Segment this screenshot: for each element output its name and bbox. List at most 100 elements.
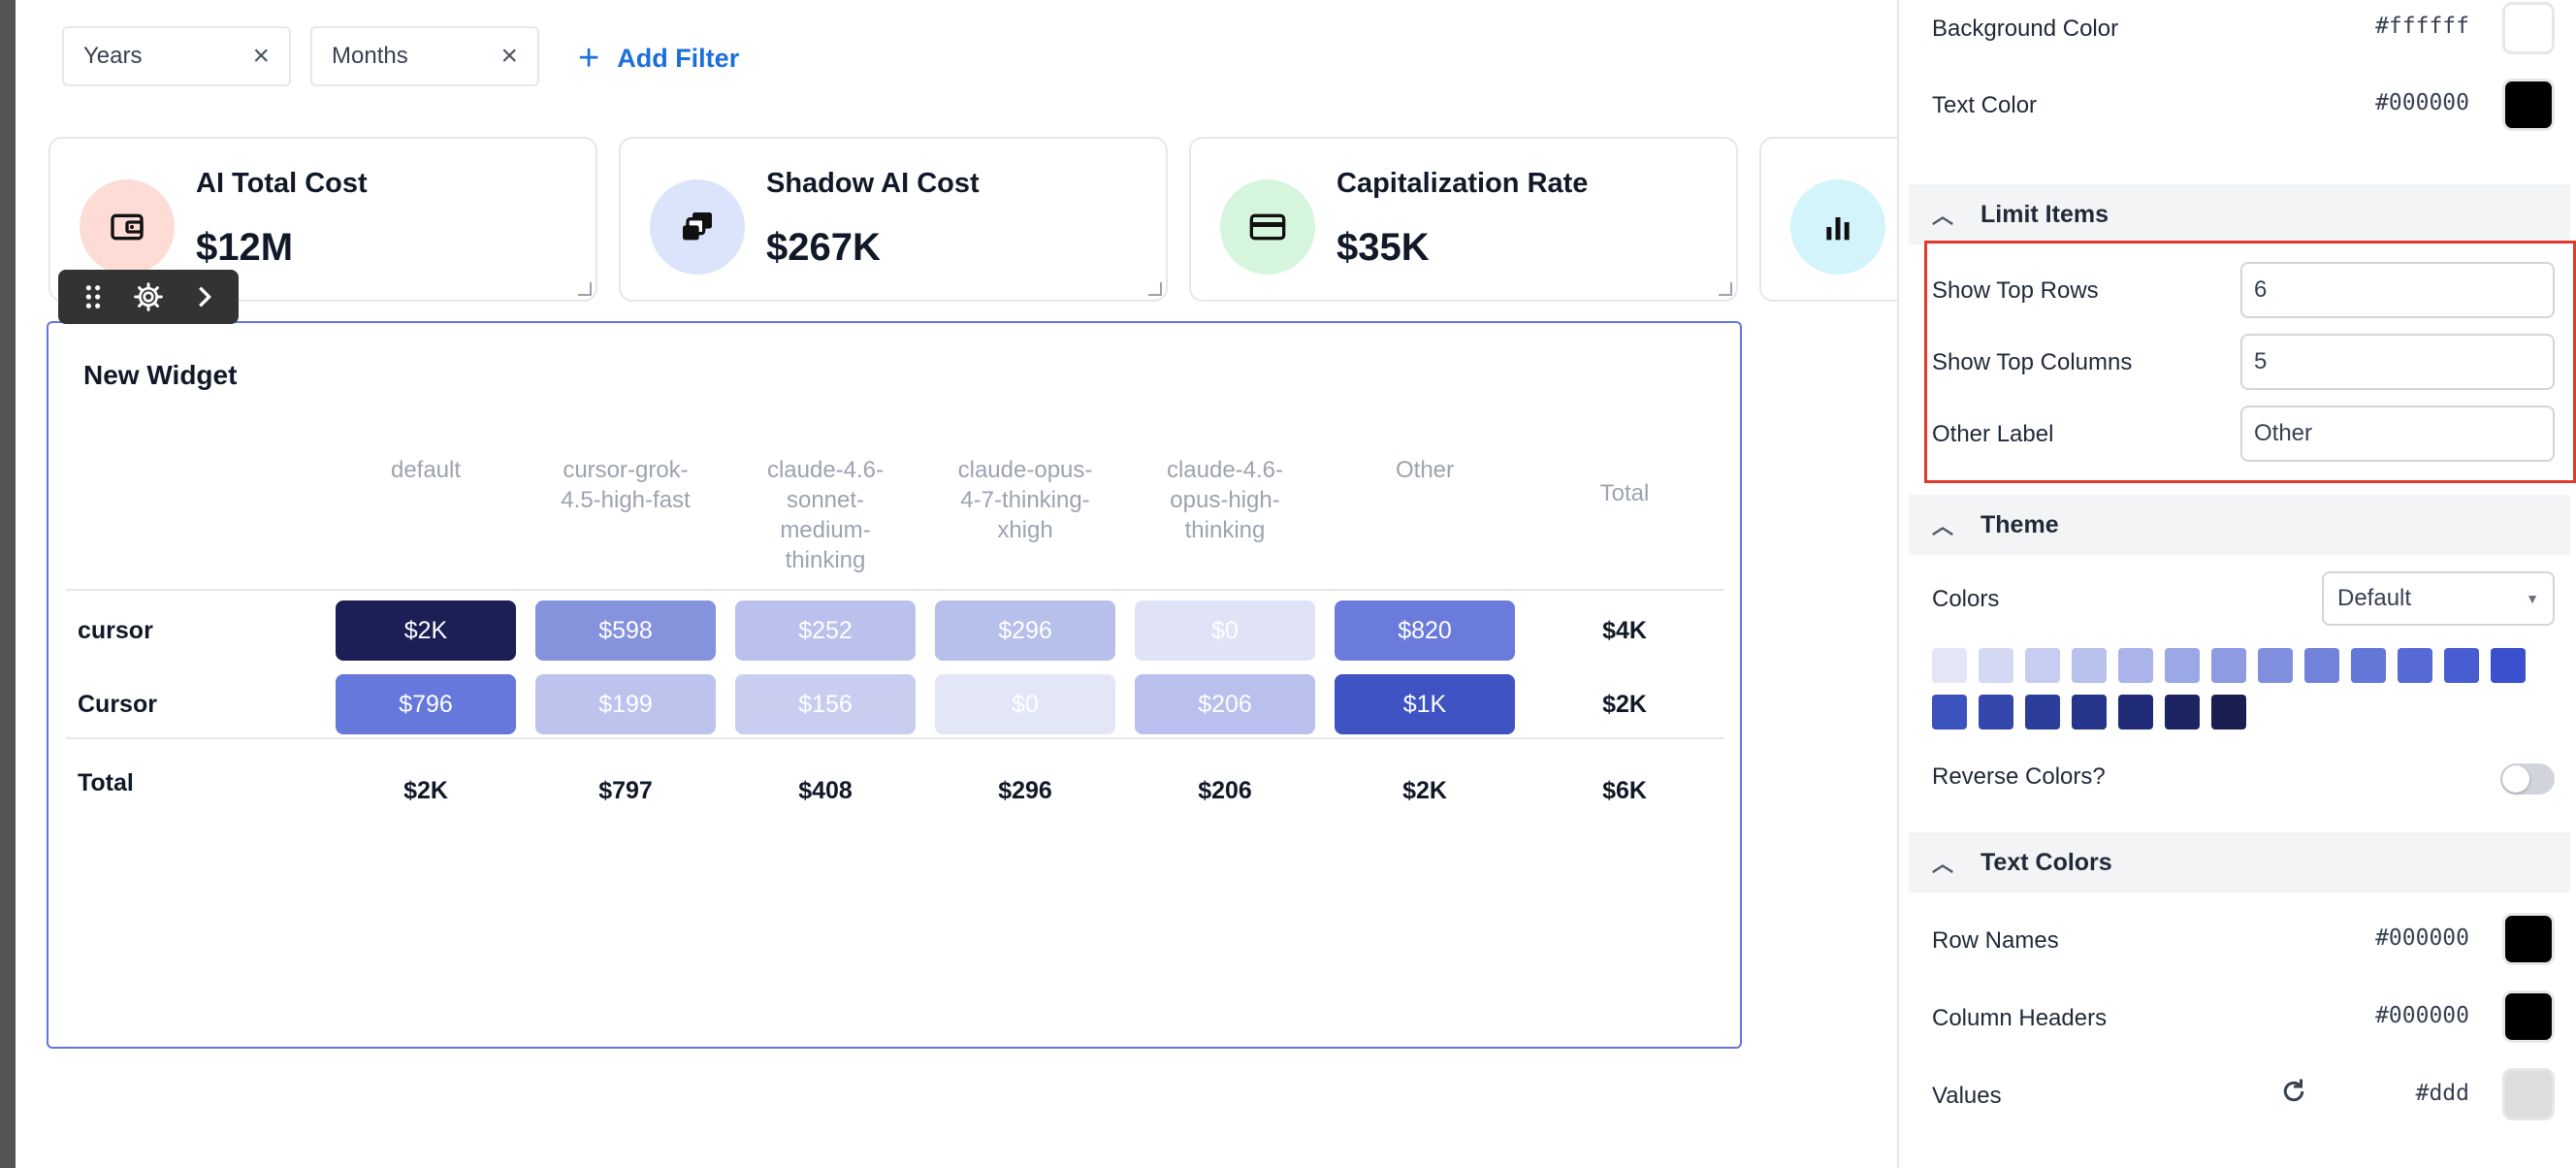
total-row-name: Total <box>78 769 134 796</box>
palette-swatch[interactable] <box>2351 648 2386 683</box>
bar-chart-icon <box>1790 179 1885 275</box>
palette-swatch[interactable] <box>2165 695 2200 730</box>
palette-swatch[interactable] <box>2025 695 2060 730</box>
colors-select[interactable]: Default ▼ <box>2322 571 2555 626</box>
filter-label: Years <box>83 43 143 69</box>
section-text-colors[interactable]: ︿ Text Colors <box>1909 832 2570 892</box>
show-top-rows-label: Show Top Rows <box>1932 277 2099 304</box>
palette-swatch[interactable] <box>2072 695 2107 730</box>
column-header: default <box>336 455 516 485</box>
text-color-hex[interactable]: #000000 <box>2375 90 2469 115</box>
heatmap-cell[interactable]: $156 <box>735 674 916 734</box>
column-headers-hex[interactable]: #000000 <box>2375 1003 2469 1028</box>
reverse-colors-label: Reverse Colors? <box>1932 763 2106 790</box>
palette-swatch[interactable] <box>1979 695 2013 730</box>
section-title: Text Colors <box>1980 848 2112 876</box>
column-header-line: Other <box>1395 457 1455 483</box>
other-label-input[interactable]: Other <box>2240 406 2555 462</box>
column-header: cursor-grok- 4.5-high-fast <box>535 455 716 515</box>
kpi-card-partial[interactable] <box>1759 137 1897 302</box>
palette-swatch[interactable] <box>2258 648 2293 683</box>
dashboard-canvas: Years × Months × + Add Filter AI Total C… <box>16 0 1897 1168</box>
kpi-title: Capitalization Rate <box>1336 168 1589 199</box>
heatmap-cell[interactable]: $252 <box>735 600 916 661</box>
section-limit-items[interactable]: ︿ Limit Items <box>1909 184 2570 244</box>
filter-chip-years[interactable]: Years × <box>62 26 291 86</box>
drag-handle-icon[interactable] <box>82 284 104 309</box>
show-top-columns-input[interactable]: 5 <box>2240 334 2555 390</box>
pivot-heatmap-widget[interactable]: New Widget default cursor-grok- 4.5-high-f… <box>47 321 1742 1049</box>
chevron-up-icon: ︿ <box>1932 204 1954 228</box>
palette-swatch[interactable] <box>2491 648 2526 683</box>
widget-toolbar <box>58 270 239 324</box>
heatmap-cell[interactable]: $0 <box>935 674 1115 734</box>
add-filter-label: Add Filter <box>617 43 740 73</box>
plus-icon: + <box>578 38 600 79</box>
kpi-card-capitalization-rate[interactable]: Capitalization Rate $35K <box>1189 137 1738 302</box>
kpi-value: $35K <box>1336 226 1430 269</box>
palette-swatch[interactable] <box>2118 648 2153 683</box>
close-icon[interactable]: × <box>252 40 270 72</box>
show-top-rows-input[interactable]: 6 <box>2240 262 2555 318</box>
chevron-right-icon[interactable] <box>193 284 214 309</box>
column-headers-swatch[interactable] <box>2502 990 2555 1043</box>
column-total: $408 <box>798 777 853 804</box>
palette-swatch[interactable] <box>2025 648 2060 683</box>
colors-label: Colors <box>1932 586 2000 612</box>
reverse-colors-toggle[interactable] <box>2500 763 2555 795</box>
palette-swatch[interactable] <box>1932 695 1967 730</box>
close-icon[interactable]: × <box>500 40 518 72</box>
add-filter-button[interactable]: + Add Filter <box>578 39 739 78</box>
palette-swatch[interactable] <box>2118 695 2153 730</box>
column-header-line: claude-opus- <box>957 457 1093 483</box>
heatmap-cell[interactable]: $1K <box>1335 674 1515 734</box>
filter-chip-months[interactable]: Months × <box>310 26 539 86</box>
palette-swatch[interactable] <box>2211 648 2246 683</box>
heatmap-cell[interactable]: $296 <box>935 600 1115 661</box>
resize-handle[interactable] <box>1719 282 1732 296</box>
row-names-swatch[interactable] <box>2502 913 2555 965</box>
column-header-line: medium- <box>780 517 871 543</box>
refresh-icon[interactable] <box>2279 1077 2308 1111</box>
palette-swatch[interactable] <box>2211 695 2246 730</box>
section-title: Theme <box>1980 510 2059 538</box>
toggle-knob <box>2502 765 2529 793</box>
row-name: Cursor <box>78 691 157 718</box>
column-header-line: claude-4.6- <box>766 457 885 483</box>
heatmap-cell[interactable]: $199 <box>535 674 716 734</box>
heatmap-cell[interactable]: $796 <box>336 674 516 734</box>
text-color-swatch[interactable] <box>2502 79 2555 131</box>
column-headers-label: Column Headers <box>1932 1005 2108 1031</box>
column-header-line: default <box>390 457 462 483</box>
palette-swatch[interactable] <box>2072 648 2107 683</box>
row-name: cursor <box>78 617 153 644</box>
palette-swatch[interactable] <box>1932 648 1967 683</box>
resize-handle[interactable] <box>578 282 592 296</box>
column-total: $296 <box>998 777 1052 804</box>
row-total: $2K <box>1602 691 1647 718</box>
heatmap-cell[interactable]: $2K <box>336 600 516 661</box>
section-theme[interactable]: ︿ Theme <box>1909 495 2570 555</box>
heatmap-cell[interactable]: $206 <box>1135 674 1315 734</box>
heatmap-cell[interactable]: $0 <box>1135 600 1315 661</box>
palette-swatch[interactable] <box>2165 648 2200 683</box>
palette-swatch[interactable] <box>2304 648 2339 683</box>
column-total: $206 <box>1198 777 1252 804</box>
palette-swatch[interactable] <box>1979 648 2013 683</box>
heatmap-cell[interactable]: $820 <box>1335 600 1515 661</box>
values-swatch[interactable] <box>2502 1068 2555 1120</box>
column-header-line: 4.5-high-fast <box>561 487 691 513</box>
background-color-hex[interactable]: #ffffff <box>2375 14 2469 39</box>
widget-title: New Widget <box>83 360 238 390</box>
row-names-hex[interactable]: #000000 <box>2375 925 2469 951</box>
filter-label: Months <box>332 43 408 69</box>
resize-handle[interactable] <box>1148 282 1162 296</box>
background-color-swatch[interactable] <box>2502 2 2555 54</box>
palette-swatch[interactable] <box>2444 648 2479 683</box>
palette-swatch[interactable] <box>2398 648 2432 683</box>
kpi-card-shadow-ai-cost[interactable]: Shadow AI Cost $267K <box>619 137 1168 302</box>
values-hex[interactable]: #ddd <box>2415 1081 2469 1106</box>
gear-icon[interactable] <box>133 281 164 312</box>
heatmap-cell[interactable]: $598 <box>535 600 716 661</box>
column-header-line: cursor-grok- <box>563 457 689 483</box>
